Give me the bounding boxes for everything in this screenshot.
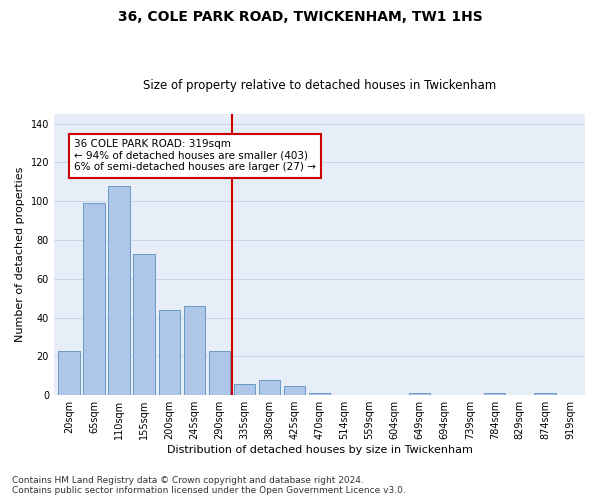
Bar <box>309 394 330 395</box>
Text: 36 COLE PARK ROAD: 319sqm
← 94% of detached houses are smaller (403)
6% of semi-: 36 COLE PARK ROAD: 319sqm ← 94% of detac… <box>74 139 316 172</box>
Text: Contains HM Land Registry data © Crown copyright and database right 2024.
Contai: Contains HM Land Registry data © Crown c… <box>12 476 406 495</box>
Bar <box>409 394 430 395</box>
Text: 36, COLE PARK ROAD, TWICKENHAM, TW1 1HS: 36, COLE PARK ROAD, TWICKENHAM, TW1 1HS <box>118 10 482 24</box>
Bar <box>484 394 505 395</box>
X-axis label: Distribution of detached houses by size in Twickenham: Distribution of detached houses by size … <box>167 445 472 455</box>
Bar <box>184 306 205 395</box>
Bar <box>158 310 180 395</box>
Y-axis label: Number of detached properties: Number of detached properties <box>15 167 25 342</box>
Bar <box>534 394 556 395</box>
Bar <box>209 350 230 395</box>
Bar <box>259 380 280 395</box>
Bar <box>133 254 155 395</box>
Bar <box>109 186 130 395</box>
Bar <box>284 386 305 395</box>
Bar <box>233 384 255 395</box>
Bar <box>83 203 104 395</box>
Bar <box>58 350 80 395</box>
Title: Size of property relative to detached houses in Twickenham: Size of property relative to detached ho… <box>143 79 496 92</box>
